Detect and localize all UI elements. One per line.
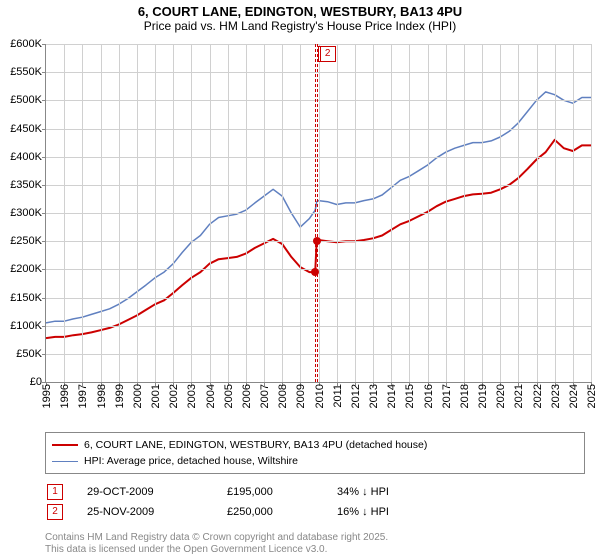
x-tick-label: 2000 bbox=[132, 384, 144, 408]
x-tick-label: 2021 bbox=[513, 384, 525, 408]
x-tick-label: 2018 bbox=[459, 384, 471, 408]
legend-swatch-price bbox=[52, 444, 78, 446]
annotation-table: 129-OCT-2009£195,00034% ↓ HPI225-NOV-200… bbox=[45, 482, 585, 522]
y-tick-label: £550K bbox=[2, 66, 42, 78]
x-tick-label: 2025 bbox=[586, 384, 598, 408]
x-tick-label: 2007 bbox=[259, 384, 271, 408]
annotation-point bbox=[313, 237, 321, 245]
y-tick-label: £300K bbox=[2, 207, 42, 219]
chart-subtitle: Price paid vs. HM Land Registry's House … bbox=[0, 19, 600, 33]
x-tick-label: 1998 bbox=[96, 384, 108, 408]
legend-label-price: 6, COURT LANE, EDINGTON, WESTBURY, BA13 … bbox=[84, 439, 427, 451]
legend-label-hpi: HPI: Average price, detached house, Wilt… bbox=[84, 455, 298, 467]
annotation-date: 29-OCT-2009 bbox=[63, 486, 227, 498]
y-tick-label: £450K bbox=[2, 123, 42, 135]
y-tick-label: £350K bbox=[2, 179, 42, 191]
chart-title: 6, COURT LANE, EDINGTON, WESTBURY, BA13 … bbox=[0, 4, 600, 19]
x-tick-label: 2016 bbox=[423, 384, 435, 408]
x-tick-label: 2012 bbox=[350, 384, 362, 408]
annotation-index: 2 bbox=[47, 504, 63, 520]
x-tick-label: 2001 bbox=[150, 384, 162, 408]
x-tick-label: 1999 bbox=[114, 384, 126, 408]
footer-line1: Contains HM Land Registry data © Crown c… bbox=[45, 532, 388, 544]
annotation-row: 129-OCT-2009£195,00034% ↓ HPI bbox=[45, 482, 585, 502]
y-tick-label: £600K bbox=[2, 38, 42, 50]
x-tick-label: 2010 bbox=[314, 384, 326, 408]
x-tick-label: 2009 bbox=[295, 384, 307, 408]
plot-area: 12 bbox=[45, 44, 591, 383]
footer-line2: This data is licensed under the Open Gov… bbox=[45, 544, 388, 556]
x-tick-label: 2024 bbox=[568, 384, 580, 408]
annotation-price: £195,000 bbox=[227, 486, 337, 498]
x-tick-label: 2017 bbox=[441, 384, 453, 408]
x-tick-label: 2003 bbox=[186, 384, 198, 408]
y-tick-label: £250K bbox=[2, 235, 42, 247]
x-tick-label: 1995 bbox=[41, 384, 53, 408]
y-tick-label: £150K bbox=[2, 292, 42, 304]
x-tick-label: 2014 bbox=[386, 384, 398, 408]
annotation-date: 25-NOV-2009 bbox=[63, 506, 227, 518]
x-tick-label: 2015 bbox=[404, 384, 416, 408]
x-tick-label: 2023 bbox=[550, 384, 562, 408]
annotation-delta: 16% ↓ HPI bbox=[337, 506, 457, 518]
x-tick-label: 2022 bbox=[532, 384, 544, 408]
x-tick-label: 2008 bbox=[277, 384, 289, 408]
y-tick-label: £0 bbox=[2, 376, 42, 388]
x-tick-label: 1997 bbox=[77, 384, 89, 408]
y-tick-label: £100K bbox=[2, 320, 42, 332]
annotation-price: £250,000 bbox=[227, 506, 337, 518]
y-tick-label: £500K bbox=[2, 94, 42, 106]
x-tick-label: 2005 bbox=[223, 384, 235, 408]
annotation-delta: 34% ↓ HPI bbox=[337, 486, 457, 498]
x-tick-label: 2011 bbox=[332, 384, 344, 408]
y-tick-label: £400K bbox=[2, 151, 42, 163]
titles: 6, COURT LANE, EDINGTON, WESTBURY, BA13 … bbox=[0, 0, 600, 33]
annotation-point bbox=[311, 268, 319, 276]
x-tick-label: 2006 bbox=[241, 384, 253, 408]
x-tick-label: 2004 bbox=[205, 384, 217, 408]
y-tick-label: £50K bbox=[2, 348, 42, 360]
legend: 6, COURT LANE, EDINGTON, WESTBURY, BA13 … bbox=[45, 432, 585, 522]
y-tick-label: £200K bbox=[2, 263, 42, 275]
annotation-marker: 2 bbox=[320, 46, 336, 62]
legend-row-hpi: HPI: Average price, detached house, Wilt… bbox=[52, 453, 578, 469]
annotation-row: 225-NOV-2009£250,00016% ↓ HPI bbox=[45, 502, 585, 522]
x-tick-label: 2013 bbox=[368, 384, 380, 408]
legend-swatch-hpi bbox=[52, 461, 78, 462]
legend-box: 6, COURT LANE, EDINGTON, WESTBURY, BA13 … bbox=[45, 432, 585, 474]
annotation-line bbox=[317, 44, 318, 382]
x-tick-label: 2020 bbox=[495, 384, 507, 408]
x-tick-label: 1996 bbox=[59, 384, 71, 408]
footer: Contains HM Land Registry data © Crown c… bbox=[45, 532, 388, 556]
x-tick-label: 2019 bbox=[477, 384, 489, 408]
annotation-index: 1 bbox=[47, 484, 63, 500]
legend-row-price: 6, COURT LANE, EDINGTON, WESTBURY, BA13 … bbox=[52, 437, 578, 453]
chart-container: 6, COURT LANE, EDINGTON, WESTBURY, BA13 … bbox=[0, 0, 600, 560]
x-tick-label: 2002 bbox=[168, 384, 180, 408]
